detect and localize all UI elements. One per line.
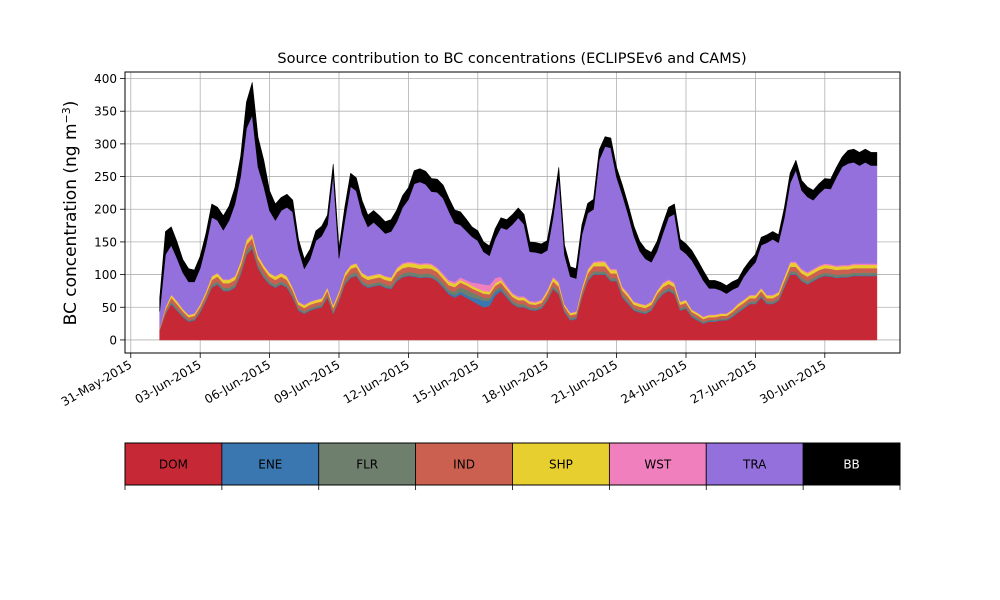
y-axis-label-sup: −3 bbox=[60, 107, 73, 123]
legend-swatch-dom bbox=[124, 442, 223, 486]
y-axis-label: BC concentration (ng m−3) bbox=[60, 101, 82, 326]
legend-swatch-tra bbox=[705, 442, 804, 486]
stacked-areas bbox=[159, 82, 878, 341]
chart-title: Source contribution to BC concentrations… bbox=[277, 51, 746, 67]
legend-swatch-bb bbox=[802, 442, 901, 486]
legend-label-ene: ENE bbox=[258, 458, 282, 472]
x-tick-label: 06-Jun-2015 bbox=[202, 357, 273, 406]
legend-label-wst: WST bbox=[644, 458, 671, 472]
y-axis: 0 50 100 150 200 250 300 350 400 bbox=[94, 72, 125, 347]
x-tick-label: 21-Jun-2015 bbox=[549, 357, 620, 406]
x-tick-label: 18-Jun-2015 bbox=[480, 357, 551, 406]
plot-frame bbox=[124, 71, 901, 354]
area-bb bbox=[159, 82, 878, 312]
x-tick-label: 31-May-2015 bbox=[59, 357, 134, 409]
x-tick-label: 30-Jun-2015 bbox=[757, 357, 828, 406]
y-tick-label: 50 bbox=[102, 301, 117, 315]
x-axis: 31-May-201503-Jun-201506-Jun-201509-Jun-… bbox=[59, 353, 828, 409]
y-tick-label: 0 bbox=[109, 333, 117, 347]
x-tick-label: 12-Jun-2015 bbox=[341, 357, 412, 406]
y-axis-label-main: BC concentration (ng m bbox=[61, 123, 81, 325]
legend-label-ind: IND bbox=[453, 458, 475, 472]
y-tick-label: 400 bbox=[94, 72, 117, 86]
legend: DOM ENE FLR IND SHP WST TRA BB bbox=[124, 442, 901, 490]
x-tick-label: 24-Jun-2015 bbox=[619, 357, 690, 406]
legend-swatch-ene bbox=[221, 442, 320, 486]
x-tick-label: 27-Jun-2015 bbox=[688, 357, 759, 406]
y-tick-label: 100 bbox=[94, 268, 117, 282]
y-tick-label: 300 bbox=[94, 137, 117, 151]
legend-label-flr: FLR bbox=[356, 458, 378, 472]
legend-label-bb: BB bbox=[843, 458, 859, 472]
legend-label-tra: TRA bbox=[742, 458, 767, 472]
legend-label-shp: SHP bbox=[549, 458, 573, 472]
x-tick-label: 09-Jun-2015 bbox=[272, 357, 343, 406]
y-tick-label: 350 bbox=[94, 105, 117, 119]
x-tick-label: 15-Jun-2015 bbox=[410, 357, 481, 406]
y-tick-label: 150 bbox=[94, 235, 117, 249]
y-tick-label: 200 bbox=[94, 203, 117, 217]
x-tick-label: 03-Jun-2015 bbox=[133, 357, 204, 406]
y-axis-label-close: ) bbox=[61, 101, 81, 108]
legend-label-dom: DOM bbox=[159, 458, 188, 472]
legend-frame bbox=[124, 442, 901, 486]
y-tick-label: 250 bbox=[94, 170, 117, 184]
legend-swatch-flr bbox=[318, 442, 417, 486]
